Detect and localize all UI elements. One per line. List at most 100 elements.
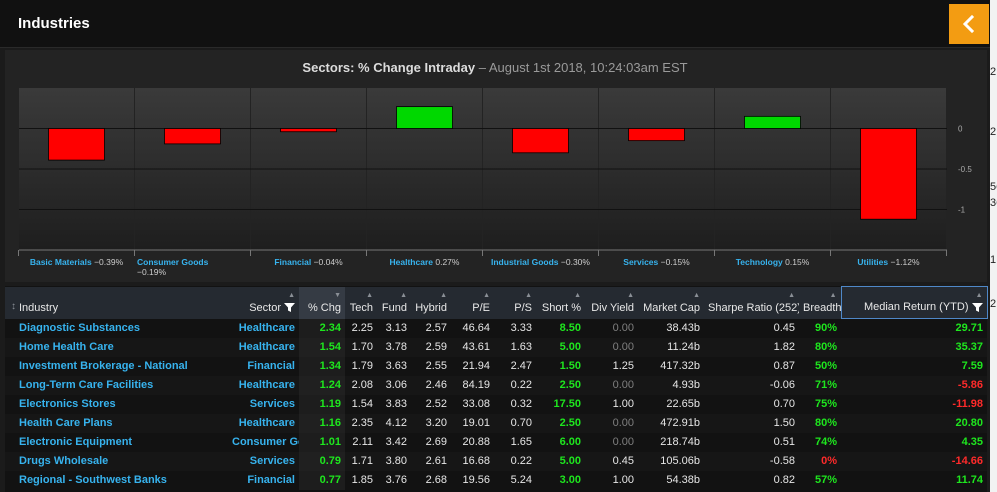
table-row[interactable]: Electronics Stores Services 1.19 1.54 3.83 2.…	[5, 394, 987, 414]
cell-chg: 0.77	[299, 470, 345, 490]
column-header-sector[interactable]: ▲ Sector	[228, 286, 299, 319]
sort-arrows-icon: ▲	[400, 291, 407, 299]
column-header-sharpe[interactable]: ▲ Sharpe Ratio (252)	[704, 286, 801, 319]
category-name[interactable]: Services	[623, 257, 660, 267]
cell-short: 1.50	[559, 360, 581, 372]
table-row[interactable]: Health Care Plans Healthcare 1.16 2.35 4.12 3…	[5, 413, 987, 433]
category-name[interactable]: Technology	[736, 257, 785, 267]
cell-industry[interactable]: Drugs Wholesale	[5, 451, 228, 471]
category-name[interactable]: Industrial Goods	[491, 257, 561, 267]
category-name[interactable]: Financial	[274, 257, 313, 267]
back-button[interactable]	[949, 4, 989, 44]
column-header-tech[interactable]: ▲ Tech	[345, 286, 377, 319]
sector-bar-utilities	[860, 128, 917, 220]
cell-industry[interactable]: Electronic Equipment	[19, 436, 133, 448]
cell-sector[interactable]: Services	[228, 451, 299, 471]
cell-ps: 1.65	[510, 436, 532, 448]
column-header-short[interactable]: ▲ Short %	[536, 286, 585, 319]
cell-hybrid: 2.61	[411, 451, 451, 471]
cell-sector[interactable]: Consumer Goods	[232, 436, 299, 448]
column-header-ps[interactable]: ▲ P/S	[494, 286, 536, 319]
background-fragment: 56	[990, 181, 997, 193]
cell-short: 17.50	[553, 398, 581, 410]
window-titlebar: Industries	[0, 0, 990, 48]
column-header-fund[interactable]: ▲ Fund	[377, 286, 411, 319]
cell-divyield: 0.00	[612, 322, 634, 334]
category-name[interactable]: Basic Materials	[30, 257, 94, 267]
table-row[interactable]: Diagnostic Substances Healthcare 2.34 2.25 3…	[5, 318, 987, 338]
column-header-label: P/S	[514, 301, 532, 314]
filter-icon[interactable]	[284, 302, 295, 313]
cell-sharpe: 1.82	[704, 337, 799, 357]
sort-arrows-icon: ▲	[693, 291, 700, 299]
category-value-label: −0.30%	[561, 257, 591, 267]
cell-industry[interactable]: Investment Brokerage - National	[19, 360, 188, 372]
cell-divyield: 0.45	[585, 451, 638, 471]
category-name[interactable]: Healthcare	[390, 257, 436, 267]
cell-sector[interactable]: Healthcare	[238, 322, 295, 334]
table-row[interactable]: Home Health Care Healthcare 1.54 1.70 3.78 2.…	[5, 337, 987, 357]
cell-sector[interactable]: Healthcare	[228, 375, 299, 395]
column-header-label: Median Return (YTD)	[863, 301, 969, 313]
sort-arrows-icon: ▲	[366, 291, 373, 299]
category-name[interactable]: Consumer Goods	[137, 257, 209, 267]
cell-breadth: 80%	[799, 337, 841, 357]
category-value-label: 0.27%	[435, 257, 460, 267]
table-row[interactable]: Drugs Wholesale Services 0.79 1.71 3.80 2.61 1…	[5, 451, 987, 471]
column-header-label: Tech	[349, 301, 373, 314]
cell-ps: 3.33	[510, 322, 532, 334]
cell-industry[interactable]: Diagnostic Substances	[19, 322, 141, 334]
cell-industry[interactable]: Electronics Stores	[19, 398, 116, 410]
sector-bar-healthcare	[396, 106, 453, 129]
category-label: Consumer Goods	[137, 257, 209, 267]
column-header-industry[interactable]: ↕ Industry	[5, 286, 228, 319]
table-row[interactable]: Investment Brokerage - National Financial…	[5, 356, 987, 376]
sector-bar-technology	[744, 115, 801, 129]
cell-median: 11.74	[956, 474, 983, 486]
column-header-mcap[interactable]: ▲ Market Cap	[638, 286, 704, 319]
cell-median: -14.66	[841, 451, 987, 471]
cell-divyield: 0.00	[585, 337, 638, 357]
column-header-hybrid[interactable]: ▲ Hybrid	[411, 286, 451, 319]
cell-pe: 16.68	[451, 451, 494, 471]
table-row[interactable]: Long-Term Care Facilities Healthcare 1.24 2…	[5, 375, 987, 395]
cell-breadth: 90%	[814, 322, 837, 334]
cell-short: 2.50	[536, 375, 585, 395]
column-header-chg[interactable]: ▼ % Chg	[299, 286, 345, 319]
cell-median: 4.35	[961, 436, 983, 448]
cell-mcap: 472.91b	[638, 413, 704, 433]
cell-short: 8.50	[559, 322, 581, 334]
cell-industry[interactable]: Regional - Southwest Banks	[19, 474, 167, 486]
cell-median: -11.98	[952, 398, 983, 410]
cell-median: 35.37	[841, 337, 987, 357]
cell-tech: 2.35	[345, 413, 377, 433]
cell-industry[interactable]: Long-Term Care Facilities	[5, 375, 228, 395]
column-header-median[interactable]: ▲ Median Return (YTD)	[840, 286, 988, 319]
column-header-divyield[interactable]: ▲ Div Yield	[585, 286, 638, 319]
cell-tech: 1.54	[351, 398, 373, 410]
column-header-label: Breadth	[803, 301, 842, 314]
cell-sector[interactable]: Financial	[247, 360, 295, 372]
cell-sector[interactable]: Healthcare	[228, 413, 299, 433]
column-header-pe[interactable]: ▲ P/E	[451, 286, 494, 319]
cell-tech: 2.11	[352, 436, 373, 448]
cell-industry[interactable]: Health Care Plans	[5, 413, 228, 433]
cell-sector[interactable]: Financial	[247, 474, 295, 486]
table-row[interactable]: Electronic Equipment Consumer Goods1.01 2.…	[5, 432, 987, 452]
cell-breadth: 71%	[799, 375, 841, 395]
cell-industry[interactable]: Home Health Care	[5, 337, 228, 357]
cell-divyield: 1.25	[612, 360, 634, 372]
background-fragment: 2	[990, 66, 997, 78]
column-header-breadth[interactable]: ▲ Breadth	[799, 286, 842, 319]
cell-fund: 3.06	[377, 375, 411, 395]
sort-arrows-icon: ▲	[483, 291, 490, 299]
background-fragment: 36	[990, 197, 997, 209]
table-row[interactable]: Regional - Southwest Banks Financial 0.77 1…	[5, 470, 987, 490]
cell-breadth: 0%	[799, 451, 841, 471]
cell-mcap: 417.32b	[660, 360, 700, 372]
category-name[interactable]: Utilities	[857, 257, 890, 267]
cell-sector[interactable]: Healthcare	[228, 337, 299, 357]
cell-sector[interactable]: Services	[249, 398, 295, 410]
cell-hybrid: 2.59	[411, 337, 451, 357]
filter-icon[interactable]	[971, 302, 983, 313]
